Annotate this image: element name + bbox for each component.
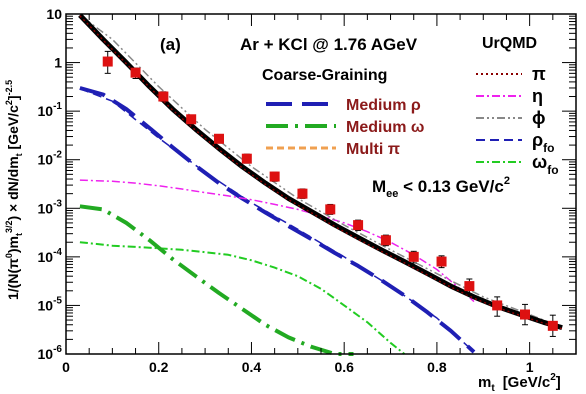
data-marker bbox=[492, 300, 503, 311]
series-omega-fo bbox=[79, 241, 406, 355]
mass-cut-label: Mee < 0.13 GeV/c2 bbox=[372, 175, 510, 200]
x-tick-label: 0 bbox=[62, 359, 70, 375]
data-marker bbox=[214, 133, 224, 144]
legend-label: ϕ bbox=[532, 108, 546, 128]
data-marker bbox=[520, 309, 530, 320]
data-point bbox=[102, 50, 113, 74]
data-point bbox=[214, 133, 224, 144]
y-tick-label: 10-4 bbox=[38, 247, 63, 265]
chart-title: Ar + KCl @ 1.76 AGeV bbox=[240, 35, 418, 54]
series-medium-omega bbox=[79, 204, 354, 356]
y-tick-label: 10-5 bbox=[38, 295, 63, 313]
data-marker bbox=[464, 281, 475, 292]
x-tick-label: 0.6 bbox=[334, 359, 354, 375]
y-tick-label: 1 bbox=[54, 55, 62, 71]
data-point bbox=[464, 278, 475, 295]
x-axis: 0 0.2 0.4 0.6 0.8 1 bbox=[62, 14, 577, 375]
data-point bbox=[130, 67, 141, 79]
data-marker bbox=[241, 153, 252, 164]
x-tick-label: 1 bbox=[526, 359, 534, 375]
data-point bbox=[297, 188, 308, 199]
data-point bbox=[436, 255, 447, 269]
data-point bbox=[325, 203, 336, 215]
data-marker bbox=[158, 91, 169, 102]
legend-urqmd-title: UrQMD bbox=[482, 35, 537, 52]
data-point bbox=[492, 296, 503, 317]
data-marker bbox=[408, 251, 419, 262]
x-tick-label: 0.2 bbox=[149, 359, 169, 375]
data-marker bbox=[325, 204, 336, 215]
data-points bbox=[102, 50, 558, 337]
legend-label: Multi π bbox=[346, 141, 400, 158]
data-point bbox=[186, 114, 197, 125]
data-marker bbox=[380, 235, 391, 246]
x-axis-label: mt [GeV/c2] bbox=[478, 372, 561, 394]
y-tick-label: 10 bbox=[46, 6, 62, 22]
x-tick-label: 0.8 bbox=[427, 359, 447, 375]
data-point bbox=[158, 91, 169, 102]
data-marker bbox=[297, 188, 308, 199]
panel-label: (a) bbox=[160, 35, 181, 54]
y-tick-label: 10-1 bbox=[38, 101, 63, 119]
data-point bbox=[408, 250, 419, 264]
data-point bbox=[380, 234, 391, 247]
data-point bbox=[241, 153, 252, 164]
y-tick-label: 10-6 bbox=[38, 344, 63, 362]
data-point bbox=[520, 303, 530, 326]
legend-label: η bbox=[532, 86, 543, 106]
series-phi bbox=[79, 14, 563, 329]
data-marker bbox=[102, 56, 113, 67]
data-marker bbox=[130, 67, 141, 78]
series-medium-rho bbox=[79, 86, 476, 354]
y-axis: 10-6 10-5 10-4 10-3 10-2 10-1 1 10 bbox=[38, 6, 576, 362]
legend-label: Medium ρ bbox=[346, 97, 421, 114]
data-point bbox=[269, 171, 280, 182]
data-marker bbox=[547, 320, 558, 331]
data-point bbox=[353, 219, 364, 231]
x-tick-label: 0.4 bbox=[242, 359, 262, 375]
legend-coarse-graining: Medium ρ Medium ω Multi π bbox=[266, 97, 424, 158]
data-marker bbox=[353, 220, 364, 231]
y-axis-label: 1/(N(π0)mt3/2) × dN/dmt [GeV/c2]-2.5 bbox=[4, 80, 24, 300]
legend-label: π bbox=[532, 64, 546, 84]
data-marker bbox=[269, 171, 280, 182]
data-marker bbox=[436, 256, 447, 267]
legend-cg-title: Coarse-Graining bbox=[262, 67, 387, 84]
y-tick-label: 10-2 bbox=[38, 150, 63, 168]
legend-label: ρfo bbox=[532, 130, 554, 155]
data-point bbox=[547, 314, 558, 337]
series-eta bbox=[79, 179, 475, 303]
legend-label: ωfo bbox=[532, 152, 559, 177]
data-marker bbox=[186, 114, 197, 125]
y-tick-label: 10-3 bbox=[38, 198, 63, 216]
legend-label: Medium ω bbox=[346, 119, 424, 136]
